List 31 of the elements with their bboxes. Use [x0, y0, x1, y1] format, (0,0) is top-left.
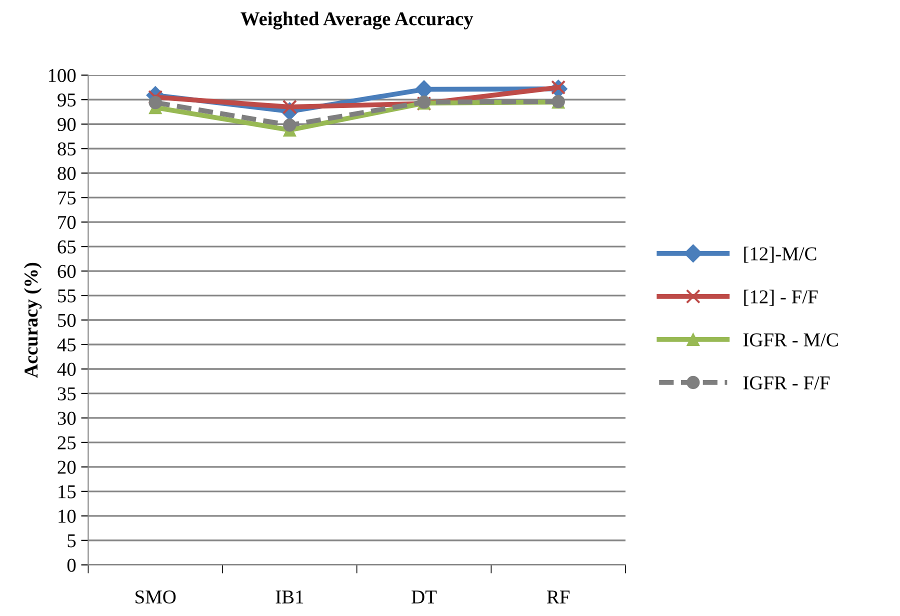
- y-tick-label: 25: [58, 436, 76, 450]
- y-tick-label: 20: [58, 460, 76, 474]
- legend-label: [12] - F/F: [744, 290, 818, 306]
- y-tick-label: 15: [58, 485, 76, 498]
- y-tick-label: 90: [58, 118, 76, 132]
- y-tick-label: 80: [58, 166, 76, 180]
- y-tick-label: 55: [58, 290, 76, 302]
- y-tick-label: 0: [67, 558, 76, 572]
- y-tick-label: 35: [58, 387, 76, 400]
- y-tick-label: 85: [58, 142, 76, 156]
- y-tick-label: 10: [58, 510, 76, 523]
- y-axis-title: Accuracy (%): [24, 262, 42, 378]
- x-tick-label: DT: [412, 590, 437, 604]
- y-tick-label: 75: [58, 192, 76, 205]
- y-tick-label: 60: [58, 264, 76, 278]
- x-tick-label: IB1: [276, 590, 304, 604]
- x-tick-label: RF: [547, 590, 570, 604]
- y-tick-label: 100: [48, 68, 76, 82]
- y-tick-label: 5: [68, 534, 76, 548]
- chart-title: Weighted Average Accuracy: [240, 12, 474, 30]
- legend-label: IGFR - F/F: [743, 376, 830, 390]
- y-tick-label: 50: [58, 314, 76, 327]
- legend-label: IGFR - M/C: [743, 333, 838, 346]
- x-tick-label: SMO: [136, 590, 176, 604]
- y-tick-label: 40: [57, 362, 76, 376]
- y-tick-label: 45: [57, 338, 76, 352]
- legend-label: [12]-M/C: [744, 246, 816, 263]
- y-tick-label: 30: [58, 412, 76, 425]
- y-tick-label: 95: [58, 94, 76, 107]
- y-tick-label: 70: [58, 216, 76, 230]
- y-tick-label: 65: [58, 240, 76, 254]
